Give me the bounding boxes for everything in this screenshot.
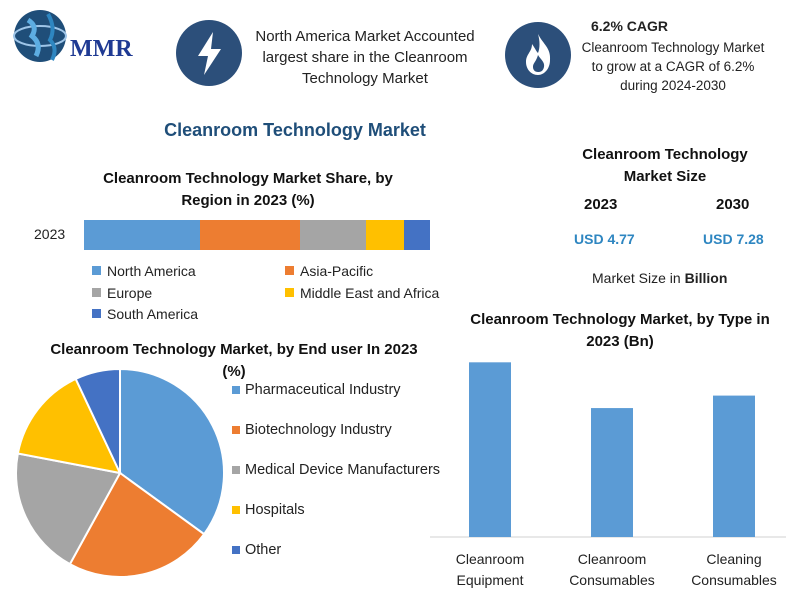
type-chart-title: Cleanroom Technology Market, by Type in … — [470, 311, 770, 350]
legend-asia-pacific: Asia-Pacific — [285, 263, 373, 279]
main-title: Cleanroom Technology Market — [164, 120, 426, 140]
market-size-title: Cleanroom Technology Market Size — [582, 146, 748, 185]
legend-label: Asia-Pacific — [300, 263, 374, 279]
region-bar-segment — [199, 220, 301, 250]
legend-label: Middle East and Africa — [300, 285, 440, 301]
pie-legend-swatch — [232, 506, 240, 514]
legend-swatch — [92, 266, 101, 275]
legend-north-america: North America — [92, 263, 196, 279]
logo-text: MMR — [70, 36, 133, 62]
size-value-2023: USD 4.77 — [574, 231, 635, 247]
pie-slice — [74, 369, 121, 474]
cagr-callout: Cleanroom Technology Market to grow at a… — [581, 40, 765, 93]
type-category-label: Cleaning Consumables — [691, 551, 777, 588]
region-bar-segment — [365, 220, 405, 250]
legend-swatch — [92, 309, 101, 318]
type-bar — [713, 395, 755, 537]
legend-label: South America — [107, 306, 199, 322]
pie-legend-label: Hospitals — [245, 502, 305, 518]
type-bar — [469, 362, 511, 537]
region-chart-title: Cleanroom Technology Market Share, by Re… — [103, 170, 393, 209]
region-bar-segment — [300, 220, 366, 250]
pie-legend-swatch — [232, 386, 240, 394]
size-value-2030: USD 7.28 — [703, 231, 764, 247]
size-year-2030: 2030 — [716, 196, 750, 213]
region-bar-segment — [84, 220, 200, 250]
pie-slice — [16, 377, 122, 475]
legend-swatch — [285, 266, 294, 275]
legend-label: Europe — [107, 285, 153, 301]
size-note-unit: Billion — [684, 270, 728, 286]
pie-slice — [119, 369, 225, 536]
size-note-prefix: Market Size in — [592, 270, 685, 286]
legend-swatch — [285, 288, 294, 297]
pie-legend-label: Biotechnology Industry — [245, 422, 392, 438]
legend-label: North America — [107, 263, 196, 279]
pie-legend-swatch — [232, 546, 240, 554]
type-bar-chart — [430, 362, 786, 538]
market-size-unit-note: Market Size in Billion — [592, 270, 727, 286]
pie-legend-label: Pharmaceutical Industry — [245, 382, 401, 398]
type-category-label: Cleanroom Consumables — [569, 551, 655, 588]
pie-slice — [15, 452, 122, 566]
end-user-pie-chart: Pharmaceutical Industry Biotechnology Ind… — [15, 369, 440, 578]
region-stacked-bar — [84, 220, 430, 250]
pie-legend-swatch — [232, 466, 240, 474]
end-user-chart-title: Cleanroom Technology Market, by End user… — [50, 341, 418, 380]
type-category-label: Cleanroom Equipment — [455, 551, 525, 588]
pie-legend-swatch — [232, 426, 240, 434]
region-bar-segment — [404, 220, 430, 250]
legend-south-america: South America — [92, 306, 198, 322]
mmr-logo: MMR — [13, 10, 133, 62]
legend-middle-east-africa: Middle East and Africa — [285, 285, 439, 301]
north-america-callout: North America Market Accounted largest s… — [255, 28, 475, 87]
legend-europe: Europe — [92, 285, 152, 301]
lightning-bolt-icon — [176, 20, 242, 86]
legend-swatch — [92, 288, 101, 297]
cagr-title: 6.2% CAGR — [591, 18, 669, 34]
pie-legend-label: Other — [245, 542, 281, 558]
flame-icon — [505, 22, 571, 88]
type-bar — [591, 408, 633, 537]
pie-legend-label: Medical Device Manufacturers — [245, 462, 440, 478]
region-bar-year-label: 2023 — [34, 226, 66, 242]
pie-slice — [68, 471, 206, 578]
size-year-2023: 2023 — [584, 196, 618, 213]
